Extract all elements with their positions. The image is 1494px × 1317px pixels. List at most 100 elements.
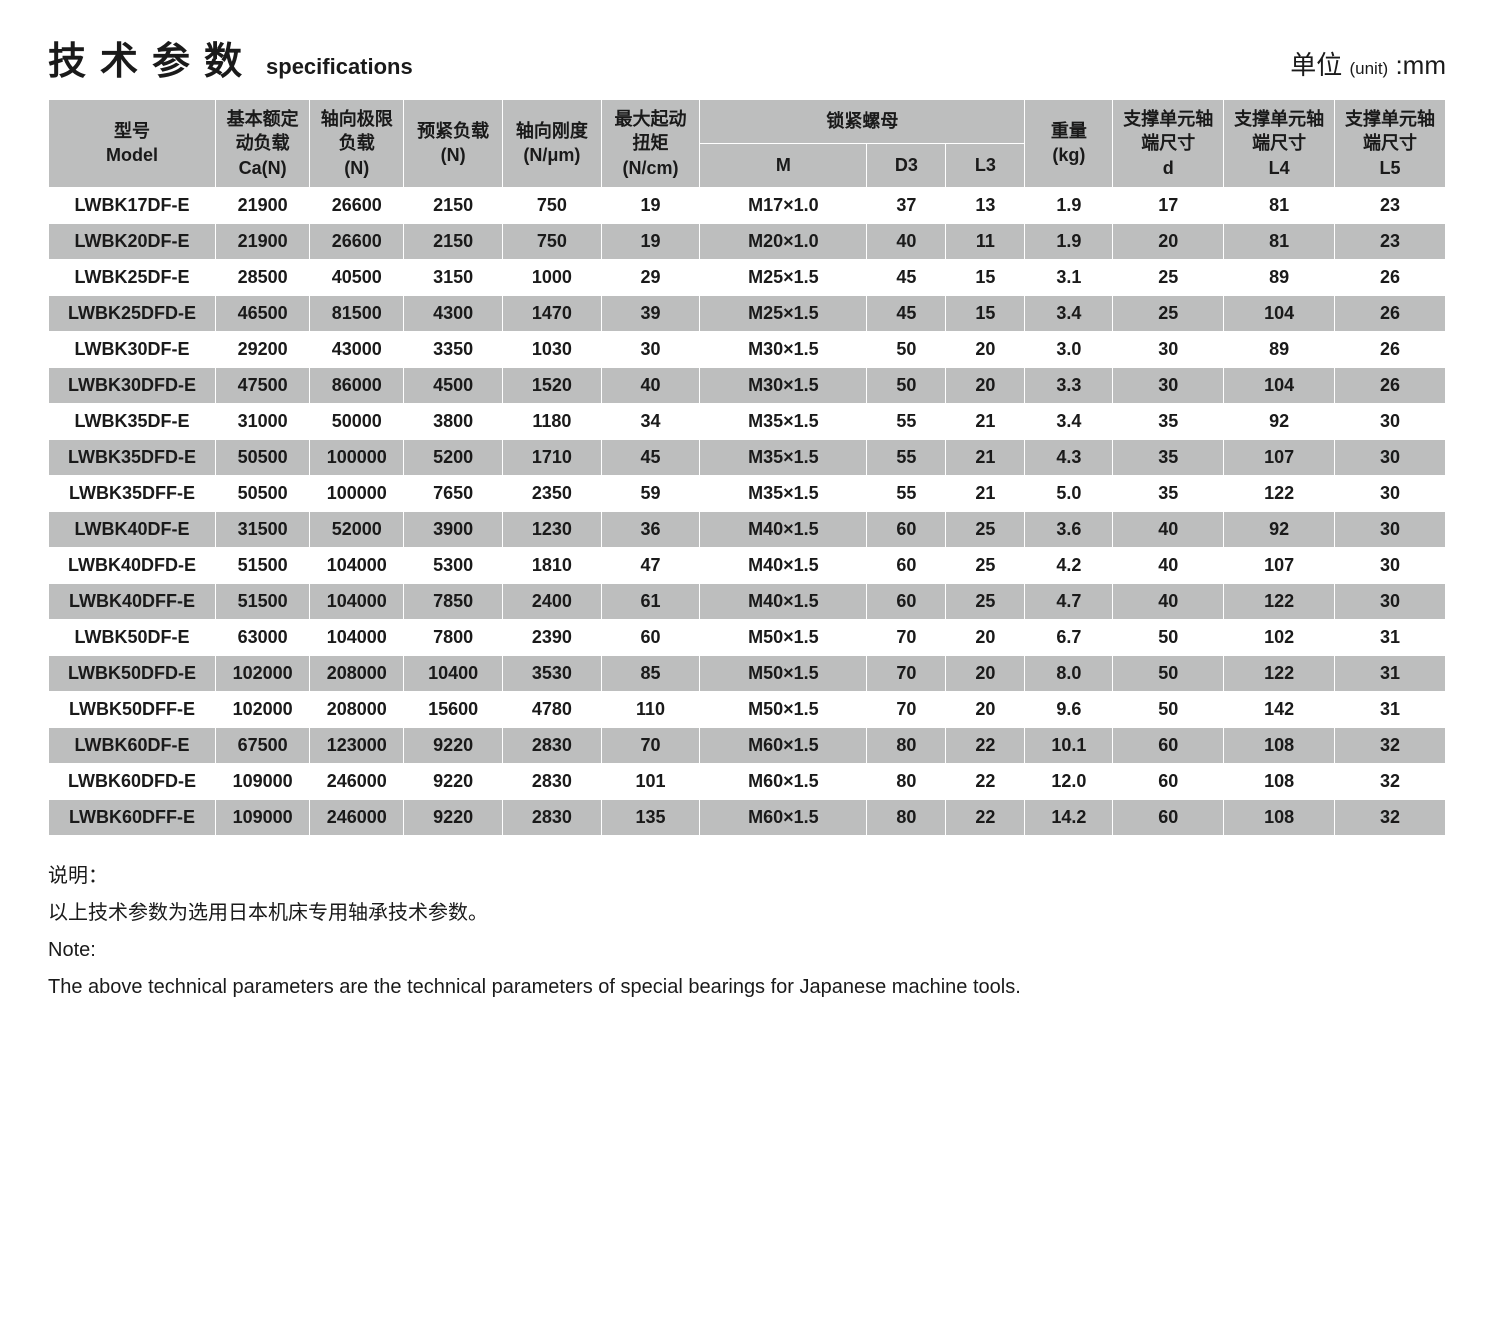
cell-l5: 32: [1335, 799, 1446, 835]
cell-d3: 40: [867, 223, 946, 259]
col-d: 支撑单元轴端尺寸 d: [1113, 100, 1224, 188]
unit-group: 单位 (unit) :mm: [1290, 45, 1446, 82]
cell-d: 40: [1113, 547, 1224, 583]
cell-ca: 50500: [216, 475, 310, 511]
cell-m: M25×1.5: [700, 295, 867, 331]
cell-axlim: 100000: [310, 475, 404, 511]
cell-d3: 60: [867, 547, 946, 583]
cell-ca: 47500: [216, 367, 310, 403]
cell-kg: 3.1: [1025, 259, 1113, 295]
cell-ca: 102000: [216, 691, 310, 727]
col-weight: 重量 (kg): [1025, 100, 1113, 188]
cell-l5: 23: [1335, 187, 1446, 223]
cell-preload: 3800: [404, 403, 503, 439]
cell-l4: 81: [1224, 187, 1335, 223]
cell-model: LWBK50DF-E: [49, 619, 216, 655]
cell-stiff: 2830: [503, 727, 602, 763]
col-weight-unit: (kg): [1052, 145, 1085, 165]
col-l5-label: L5: [1380, 158, 1401, 178]
cell-l4: 104: [1224, 367, 1335, 403]
cell-model: LWBK25DF-E: [49, 259, 216, 295]
cell-m: M40×1.5: [700, 511, 867, 547]
cell-preload: 3900: [404, 511, 503, 547]
cell-ca: 63000: [216, 619, 310, 655]
cell-kg: 3.4: [1025, 403, 1113, 439]
cell-axlim: 104000: [310, 619, 404, 655]
col-l4: 支撑单元轴端尺寸 L4: [1224, 100, 1335, 188]
cell-kg: 12.0: [1025, 763, 1113, 799]
notes-block: 说明： 以上技术参数为选用日本机床专用轴承技术参数。 Note: The abo…: [48, 858, 1446, 1006]
cell-l3: 22: [946, 763, 1025, 799]
cell-preload: 10400: [404, 655, 503, 691]
cell-l3: 25: [946, 583, 1025, 619]
cell-d: 17: [1113, 187, 1224, 223]
col-model: 型号 Model: [49, 100, 216, 188]
cell-kg: 3.6: [1025, 511, 1113, 547]
cell-l3: 11: [946, 223, 1025, 259]
table-row: LWBK40DFD-E515001040005300181047M40×1.56…: [49, 547, 1446, 583]
cell-axlim: 104000: [310, 547, 404, 583]
col-stiff: 轴向刚度 (N/μm): [503, 100, 602, 188]
cell-l5: 23: [1335, 223, 1446, 259]
col-torque-unit: (N/cm): [623, 158, 679, 178]
cell-l3: 21: [946, 439, 1025, 475]
cell-axlim: 26600: [310, 223, 404, 259]
col-torque-cn: 最大起动扭矩: [615, 109, 687, 153]
cell-m: M25×1.5: [700, 259, 867, 295]
cell-preload: 7850: [404, 583, 503, 619]
cell-ca: 102000: [216, 655, 310, 691]
cell-m: M60×1.5: [700, 799, 867, 835]
table-row: LWBK25DF-E28500405003150100029M25×1.5451…: [49, 259, 1446, 295]
table-row: LWBK60DFD-E10900024600092202830101M60×1.…: [49, 763, 1446, 799]
cell-d: 30: [1113, 331, 1224, 367]
cell-l5: 32: [1335, 727, 1446, 763]
table-row: LWBK35DF-E31000500003800118034M35×1.5552…: [49, 403, 1446, 439]
cell-torque: 36: [601, 511, 700, 547]
col-axlim-cn: 轴向极限负载: [321, 109, 393, 153]
cell-l3: 20: [946, 691, 1025, 727]
cell-ca: 29200: [216, 331, 310, 367]
cell-stiff: 1710: [503, 439, 602, 475]
cell-ca: 28500: [216, 259, 310, 295]
cell-stiff: 1000: [503, 259, 602, 295]
cell-model: LWBK20DF-E: [49, 223, 216, 259]
note-line-en: The above technical parameters are the t…: [48, 969, 1446, 1006]
cell-model: LWBK60DF-E: [49, 727, 216, 763]
cell-kg: 4.2: [1025, 547, 1113, 583]
col-preload: 预紧负载 (N): [404, 100, 503, 188]
cell-ca: 46500: [216, 295, 310, 331]
col-l5: 支撑单元轴端尺寸 L5: [1335, 100, 1446, 188]
table-head: 型号 Model 基本额定动负载 Ca(N) 轴向极限负载 (N) 预紧负载 (…: [49, 100, 1446, 188]
cell-torque: 19: [601, 223, 700, 259]
cell-d3: 45: [867, 295, 946, 331]
cell-torque: 47: [601, 547, 700, 583]
cell-d3: 60: [867, 583, 946, 619]
title-cn: 技术参数: [48, 30, 256, 85]
cell-d3: 70: [867, 619, 946, 655]
cell-preload: 5200: [404, 439, 503, 475]
cell-ca: 31500: [216, 511, 310, 547]
cell-l5: 30: [1335, 547, 1446, 583]
col-locknut: 锁紧螺母: [700, 100, 1025, 144]
cell-preload: 7650: [404, 475, 503, 511]
cell-stiff: 1030: [503, 331, 602, 367]
cell-kg: 1.9: [1025, 187, 1113, 223]
cell-kg: 1.9: [1025, 223, 1113, 259]
table-row: LWBK50DF-E630001040007800239060M50×1.570…: [49, 619, 1446, 655]
cell-l3: 20: [946, 655, 1025, 691]
cell-d3: 70: [867, 655, 946, 691]
cell-stiff: 2830: [503, 763, 602, 799]
cell-axlim: 104000: [310, 583, 404, 619]
cell-preload: 9220: [404, 727, 503, 763]
cell-l5: 30: [1335, 403, 1446, 439]
cell-m: M35×1.5: [700, 475, 867, 511]
title-en: specifications: [266, 54, 413, 80]
unit-label-paren: (unit): [1349, 59, 1388, 78]
cell-l5: 32: [1335, 763, 1446, 799]
note-label-en: Note:: [48, 932, 1446, 969]
cell-model: LWBK50DFD-E: [49, 655, 216, 691]
cell-d3: 50: [867, 331, 946, 367]
cell-preload: 3150: [404, 259, 503, 295]
cell-l4: 107: [1224, 439, 1335, 475]
col-d-label: d: [1163, 158, 1174, 178]
